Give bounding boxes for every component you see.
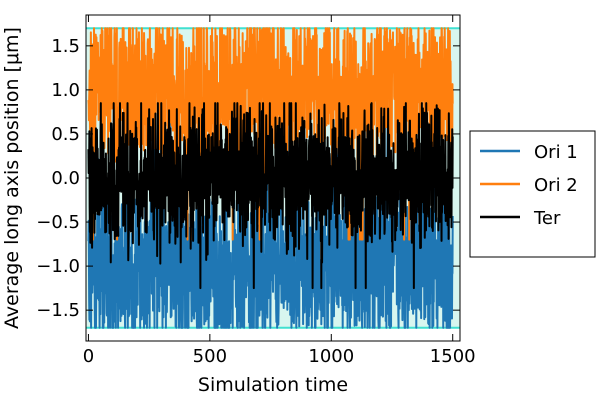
series-line-ori-1: [87, 115, 454, 329]
y-tick-label: 1.5: [51, 36, 80, 57]
y-tick-label: 0.5: [51, 124, 80, 145]
legend: Ori 1 Ori 2 Ter: [469, 130, 596, 258]
x-tick-label: 500: [193, 346, 227, 367]
legend-label-ori-2: Ori 2: [534, 175, 578, 196]
y-tick-label: −0.5: [36, 212, 80, 233]
x-tick-label: 1500: [430, 346, 476, 367]
x-axis-label: Simulation time: [198, 374, 348, 396]
legend-label-ter: Ter: [533, 208, 561, 229]
x-tick-label: 0: [83, 346, 94, 367]
plot-frame: [85, 14, 461, 342]
x-tick-label: 1000: [308, 346, 354, 367]
y-tick-label: −1.0: [36, 256, 80, 277]
y-axis-label: Average long axis position [μm]: [1, 27, 23, 329]
series-line-ter: [87, 102, 454, 290]
legend-label-ori-1: Ori 1: [534, 142, 578, 163]
y-tick-label: −1.5: [36, 300, 80, 321]
y-tick-label: 0.0: [51, 168, 80, 189]
y-tick-label: 1.0: [51, 80, 80, 101]
